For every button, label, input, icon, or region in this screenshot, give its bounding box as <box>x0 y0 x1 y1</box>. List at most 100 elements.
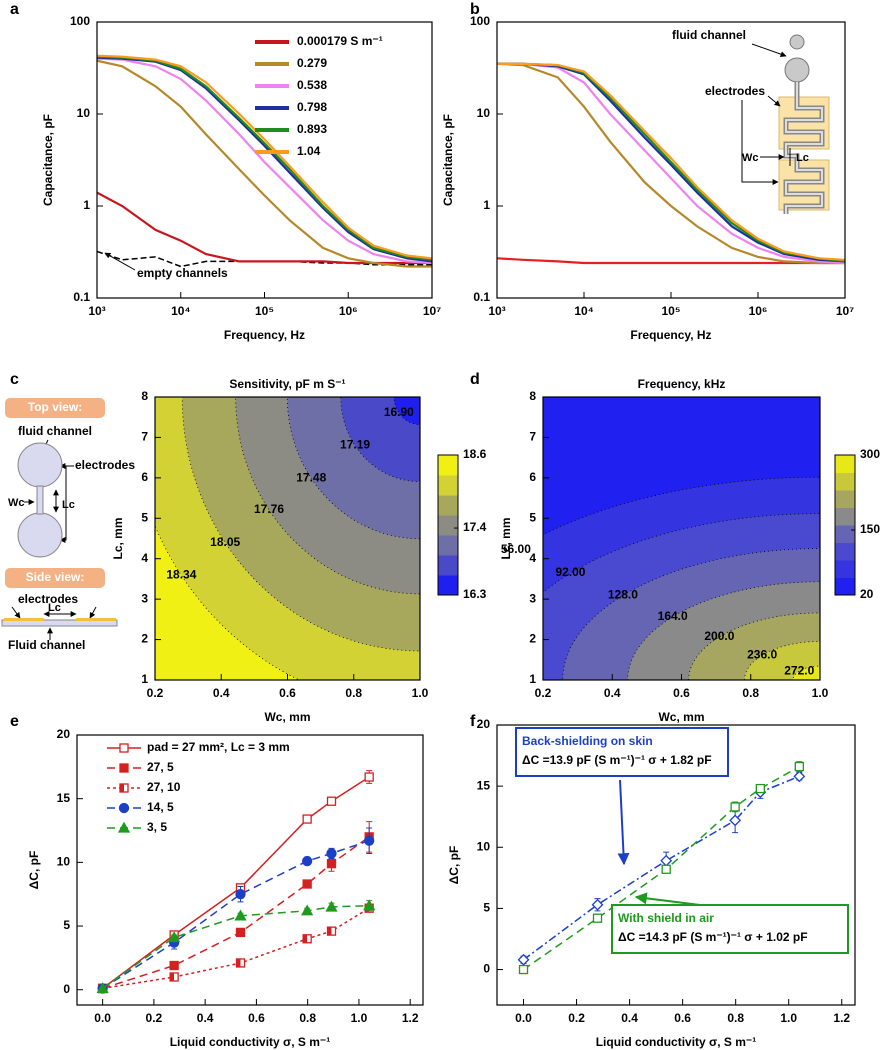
contour-label: 200.0 <box>704 629 734 643</box>
marker <box>729 814 742 827</box>
legend-label: 14, 5 <box>147 800 174 814</box>
y-tick-label: 10 <box>77 106 91 120</box>
y-tick-label: 5 <box>141 510 148 524</box>
marker <box>794 761 804 772</box>
x-tick-label: 0.0 <box>94 1011 111 1025</box>
y-tick-label: 8 <box>529 389 536 403</box>
y-tick-label: 20 <box>57 727 71 741</box>
annotation-title: Back-shielding on skin <box>522 734 653 748</box>
x-tick-label: 0.8 <box>727 1011 744 1025</box>
marker <box>364 772 374 782</box>
marker <box>755 783 765 794</box>
legend-label: 0.538 <box>297 78 327 92</box>
panel-letter: d <box>470 371 480 388</box>
annotation-equation: ΔC =13.9 pF (S m⁻¹)⁻¹ σ + 1.82 pF <box>522 753 712 767</box>
x-tick-label: 0.2 <box>146 1011 163 1025</box>
colorbar-frame <box>834 454 856 596</box>
marker <box>325 900 338 912</box>
x-tick-label: 1.0 <box>351 1011 368 1025</box>
contour-label: 16.90 <box>384 405 414 419</box>
y-tick-label: 15 <box>477 778 491 792</box>
series-line <box>497 62 845 263</box>
legend-label: 0.279 <box>297 56 327 70</box>
legend-label: 1.04 <box>297 144 321 158</box>
schematic-label: Top view: <box>28 400 82 414</box>
marker <box>168 931 181 943</box>
y-tick-label: 2 <box>529 632 536 646</box>
x-tick-label: 10³ <box>488 304 505 318</box>
series-line <box>497 62 845 265</box>
x-tick-label: 0.6 <box>673 686 690 700</box>
colorbar-band <box>835 542 855 561</box>
inset-label: electrodes <box>705 84 765 98</box>
marker <box>591 898 604 911</box>
series-line <box>97 59 432 268</box>
series-line <box>497 257 845 265</box>
x-tick-label: 0.6 <box>279 686 296 700</box>
inset-label: Wc <box>742 152 759 164</box>
legend-label: 0.000179 S m⁻¹ <box>297 34 383 48</box>
colorbar-tick-label: 16.3 <box>463 587 487 601</box>
y-tick-label: 8 <box>141 389 148 403</box>
series-line <box>102 907 370 990</box>
colorbar-band <box>835 560 855 578</box>
legend-label: 0.798 <box>297 100 327 114</box>
annotation-box <box>515 727 729 777</box>
annotation-arrow <box>617 779 630 866</box>
marker <box>235 927 246 938</box>
panel-letter: c <box>10 371 19 388</box>
colorbar-band <box>438 455 458 476</box>
y-tick-label: 0.1 <box>73 290 90 304</box>
panel-letter: b <box>470 1 480 18</box>
marker <box>363 899 376 911</box>
legend-label: 0.893 <box>297 122 327 136</box>
annotation-box <box>611 904 849 954</box>
y-tick-label: 100 <box>470 14 490 28</box>
y-tick-label: 15 <box>57 791 71 805</box>
schematic-label: Lc <box>48 602 61 614</box>
x-tick-label: 0.0 <box>515 1011 532 1025</box>
chart-title: Frequency, kHz <box>638 377 726 391</box>
schematic-label: Side view: <box>26 570 85 584</box>
colorbar-band <box>438 495 458 516</box>
schematic-label: Fluid channel <box>8 638 85 652</box>
colorbar-band <box>438 555 458 576</box>
y-axis-label: ΔC, pF <box>27 851 41 890</box>
annotation-arrow <box>104 252 136 271</box>
y-axis-label: Lc, mm <box>499 517 513 559</box>
colorbar-band <box>835 455 855 473</box>
colorbar-tick-label: 300 <box>860 447 880 461</box>
x-axis-label: Frequency, Hz <box>630 328 711 342</box>
inset-label: Lc <box>796 152 809 164</box>
x-tick-label: 0.2 <box>147 686 164 700</box>
schematic-label: electrodes <box>75 458 135 472</box>
marker <box>119 783 129 793</box>
marker <box>117 821 131 833</box>
plot-frame <box>76 734 424 1006</box>
y-tick-label: 3 <box>529 591 536 605</box>
colorbar-tick-label: 150 <box>860 522 880 536</box>
series-line <box>97 56 432 263</box>
x-tick-label: 0.8 <box>742 686 759 700</box>
x-tick-label: 10⁴ <box>574 304 593 318</box>
x-tick-label: 0.4 <box>213 686 230 700</box>
schematic-label: electrodes <box>18 592 78 606</box>
colorbar-band <box>835 472 855 491</box>
plot-frame <box>496 724 856 1006</box>
colorbar-band <box>835 577 855 596</box>
contour-band <box>393 397 420 425</box>
marker <box>302 879 312 889</box>
colorbar-tick-label: 17.4 <box>463 520 487 534</box>
series-line <box>97 54 432 260</box>
marker <box>660 854 673 867</box>
contour-label: 164.0 <box>658 609 688 623</box>
marker <box>326 796 337 806</box>
panel-letter: a <box>10 1 19 18</box>
annotation: empty channels <box>137 266 228 280</box>
y-tick-label: 5 <box>483 901 490 915</box>
y-tick-label: 1 <box>483 198 490 212</box>
schematic-label: Wc <box>8 497 25 509</box>
x-tick-label: 10⁵ <box>662 304 681 318</box>
marker <box>118 802 130 814</box>
